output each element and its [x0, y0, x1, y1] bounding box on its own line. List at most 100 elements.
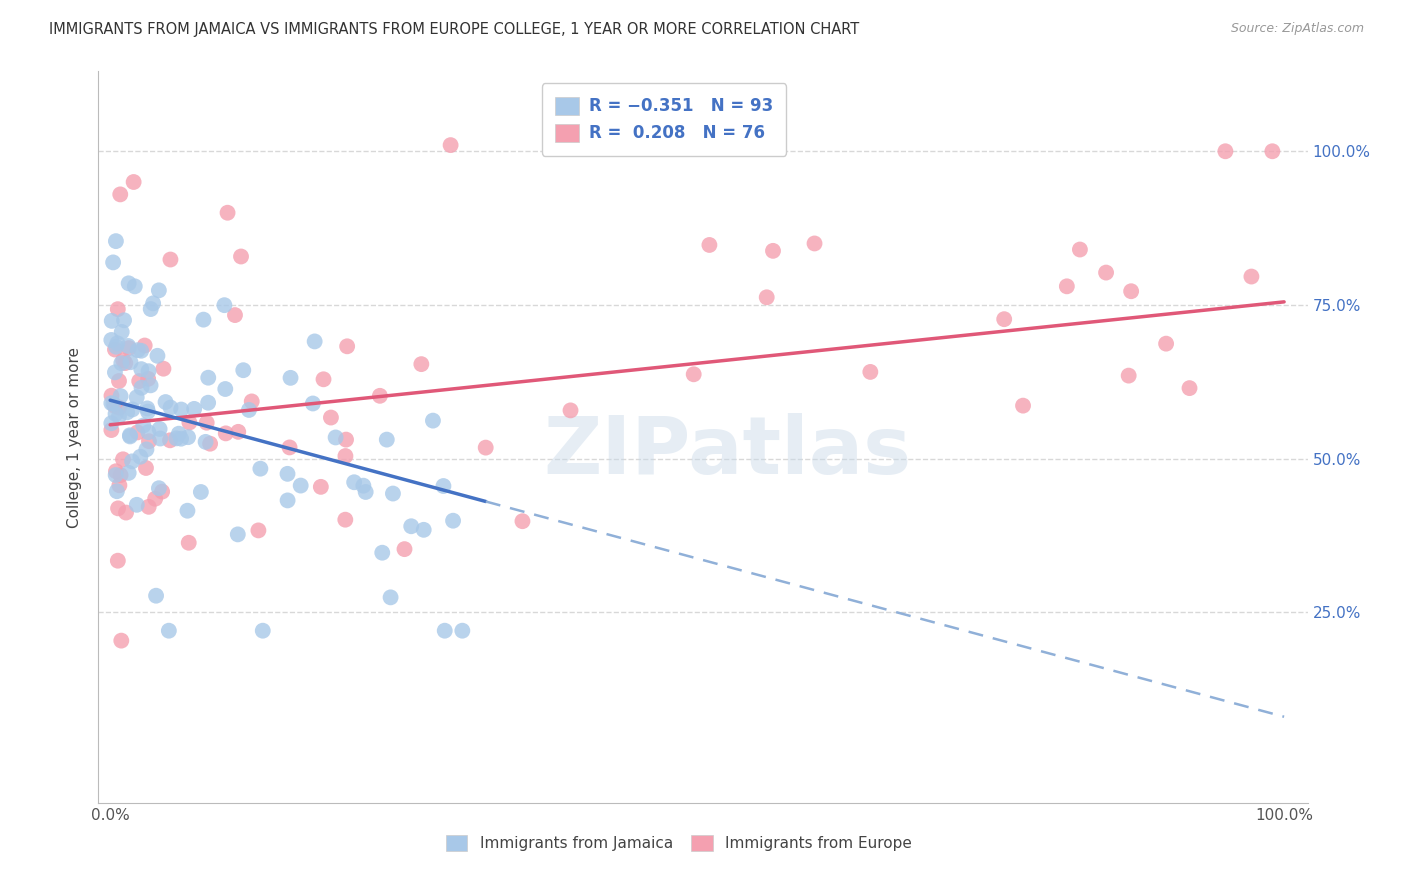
Point — [118, 429, 141, 443]
Point — [190, 485, 212, 500]
Point — [121, 454, 143, 468]
Point — [114, 356, 136, 370]
Point — [762, 244, 785, 258]
Point — [104, 365, 127, 379]
Point — [249, 461, 271, 475]
Point — [381, 486, 404, 500]
Point — [148, 481, 170, 495]
Point — [139, 301, 162, 316]
Point — [157, 624, 180, 638]
Point — [127, 343, 149, 358]
Point — [183, 401, 205, 416]
Point — [135, 442, 157, 457]
Point — [138, 364, 160, 378]
Point — [145, 589, 167, 603]
Point — [226, 527, 249, 541]
Point — [412, 523, 434, 537]
Point — [1056, 279, 1078, 293]
Point — [104, 468, 127, 483]
Point — [252, 624, 274, 638]
Point — [159, 401, 181, 415]
Point — [100, 389, 122, 403]
Point — [277, 493, 299, 508]
Point — [165, 431, 187, 445]
Text: ZIPatlas: ZIPatlas — [543, 413, 911, 491]
Point — [155, 395, 177, 409]
Point — [1121, 284, 1143, 298]
Point — [135, 461, 157, 475]
Point — [131, 381, 153, 395]
Point — [149, 432, 172, 446]
Point — [100, 417, 122, 431]
Point — [170, 432, 193, 446]
Point — [105, 340, 128, 354]
Point — [138, 425, 160, 440]
Point — [371, 546, 394, 560]
Point — [441, 514, 464, 528]
Point — [290, 478, 312, 492]
Point — [177, 535, 200, 549]
Point — [121, 402, 143, 417]
Point — [104, 399, 127, 413]
Point — [117, 339, 139, 353]
Point — [238, 403, 260, 417]
Point — [240, 394, 263, 409]
Point — [229, 250, 252, 264]
Point — [433, 624, 456, 638]
Point — [432, 479, 454, 493]
Point — [129, 362, 152, 376]
Point — [104, 234, 127, 248]
Point — [325, 430, 347, 444]
Point — [143, 491, 166, 506]
Point — [115, 506, 138, 520]
Point — [103, 397, 125, 411]
Point — [134, 338, 156, 352]
Point — [112, 353, 135, 368]
Point — [170, 402, 193, 417]
Point — [112, 313, 135, 327]
Point — [136, 404, 159, 418]
Point — [803, 236, 825, 251]
Point — [176, 504, 198, 518]
Point — [1069, 243, 1091, 257]
Point — [394, 542, 416, 557]
Point — [108, 374, 131, 388]
Point — [335, 449, 357, 463]
Point — [107, 501, 129, 516]
Point — [411, 357, 433, 371]
Point — [115, 405, 138, 419]
Point — [194, 434, 217, 449]
Point — [195, 416, 218, 430]
Point — [101, 255, 124, 269]
Point — [179, 416, 201, 430]
Point — [474, 441, 496, 455]
Point — [422, 414, 444, 428]
Point — [110, 633, 132, 648]
Point — [755, 290, 778, 304]
Point — [125, 498, 148, 512]
Point — [193, 312, 215, 326]
Point — [1178, 381, 1201, 395]
Point — [302, 396, 325, 410]
Point — [152, 361, 174, 376]
Point — [138, 500, 160, 514]
Point — [214, 298, 236, 312]
Point — [319, 410, 342, 425]
Point — [197, 370, 219, 384]
Point — [159, 434, 181, 448]
Point — [1240, 269, 1263, 284]
Point — [111, 325, 134, 339]
Point — [100, 333, 122, 347]
Point — [859, 365, 882, 379]
Point — [124, 279, 146, 293]
Point — [312, 372, 335, 386]
Point — [100, 314, 122, 328]
Point — [136, 401, 159, 416]
Point — [354, 485, 377, 500]
Point — [247, 524, 270, 538]
Point — [368, 389, 391, 403]
Point — [451, 624, 474, 638]
Point — [380, 591, 402, 605]
Point — [1215, 145, 1237, 159]
Point — [993, 312, 1015, 326]
